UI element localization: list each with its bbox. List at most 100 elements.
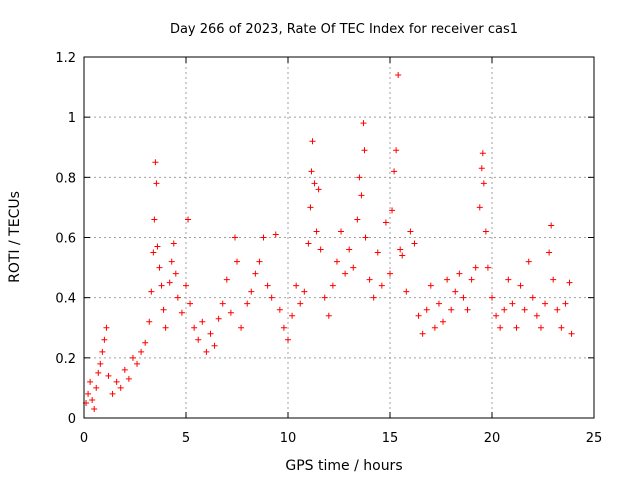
data-point <box>482 228 489 235</box>
data-point <box>472 264 479 271</box>
data-point <box>154 243 161 250</box>
data-point <box>138 348 145 355</box>
chart-title: Day 266 of 2023, Rate Of TEC Index for r… <box>170 22 518 37</box>
data-point <box>350 264 357 271</box>
data-point <box>362 234 369 241</box>
data-point <box>148 288 155 295</box>
data-point <box>93 384 100 391</box>
data-point <box>215 315 222 322</box>
data-point <box>464 306 471 313</box>
data-point <box>479 150 486 157</box>
data-point <box>311 180 318 187</box>
data-point <box>550 276 557 283</box>
data-point <box>264 282 271 289</box>
data-point <box>293 282 300 289</box>
data-point <box>313 228 320 235</box>
data-point <box>156 264 163 271</box>
data-point <box>280 324 287 331</box>
data-point <box>476 204 483 211</box>
data-point <box>387 270 393 277</box>
data-point <box>342 270 349 277</box>
x-tick-label: 10 <box>280 431 297 446</box>
data-point <box>480 180 487 187</box>
y-tick-label: 0.6 <box>55 232 76 247</box>
data-point <box>468 276 475 283</box>
data-point <box>268 294 275 301</box>
y-tick-label: 0.8 <box>55 171 76 186</box>
data-point <box>448 306 455 313</box>
data-point <box>517 282 524 289</box>
data-point <box>497 324 504 331</box>
data-point <box>315 186 322 193</box>
grid-layer <box>84 57 594 418</box>
data-point <box>370 294 377 301</box>
x-axis-label: GPS time / hours <box>285 458 402 474</box>
data-point <box>333 258 340 265</box>
data-point <box>423 306 430 313</box>
data-point <box>219 300 226 307</box>
data-point <box>183 282 189 289</box>
data-point <box>505 276 512 283</box>
data-point <box>509 300 516 307</box>
data-point <box>97 360 104 367</box>
data-point <box>244 300 251 307</box>
data-point <box>317 246 324 253</box>
data-point <box>170 240 177 247</box>
data-point <box>238 324 245 331</box>
data-point <box>562 300 569 307</box>
data-point <box>338 228 345 235</box>
data-point <box>207 330 214 337</box>
data-point <box>113 378 120 385</box>
data-point <box>378 282 385 289</box>
data-point <box>346 246 353 253</box>
data-point <box>168 258 175 265</box>
data-point <box>484 264 491 271</box>
data-point <box>166 279 173 286</box>
data-point <box>105 372 112 379</box>
data-point <box>456 270 463 277</box>
data-point <box>142 339 149 346</box>
data-point <box>301 288 308 295</box>
data-point <box>109 390 116 397</box>
data-point <box>415 312 422 319</box>
data-point <box>85 390 92 397</box>
data-point <box>566 279 573 286</box>
data-point <box>289 312 296 319</box>
data-point <box>431 324 438 331</box>
y-tick-label: 1.2 <box>55 51 76 66</box>
data-point <box>174 294 181 301</box>
data-point <box>95 369 102 376</box>
data-point <box>361 147 368 154</box>
data-point <box>546 249 553 256</box>
data-point <box>99 348 106 355</box>
x-tick-label: 25 <box>586 431 603 446</box>
data-point <box>178 309 185 316</box>
data-point <box>297 300 304 307</box>
data-point <box>325 312 332 319</box>
data-point <box>360 120 367 127</box>
data-point <box>308 168 315 175</box>
data-point <box>548 222 555 229</box>
data-point <box>307 204 314 211</box>
data-point <box>521 306 528 313</box>
data-point <box>407 228 414 235</box>
data-point <box>134 360 141 367</box>
data-point <box>435 300 442 307</box>
data-point <box>403 288 410 295</box>
data-point <box>89 396 96 403</box>
data-point <box>231 234 238 241</box>
y-tick-label: 0.4 <box>55 292 76 307</box>
data-point <box>103 324 110 331</box>
data-point <box>501 306 508 313</box>
data-point <box>158 282 165 289</box>
data-point <box>440 318 447 325</box>
data-point <box>391 168 398 175</box>
data-point <box>393 147 400 154</box>
data-point <box>227 309 234 316</box>
data-point <box>101 336 108 343</box>
data-point <box>203 348 210 355</box>
data-point <box>125 375 132 382</box>
data-point <box>191 324 198 331</box>
